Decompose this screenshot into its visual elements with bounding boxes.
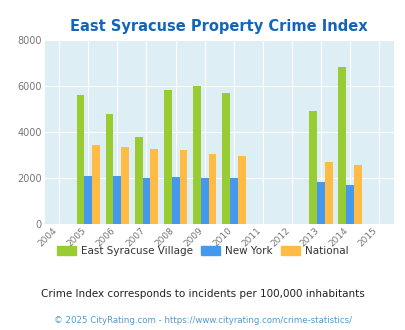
Legend: East Syracuse Village, New York, National: East Syracuse Village, New York, Nationa…: [53, 242, 352, 260]
Bar: [92, 145, 100, 224]
Bar: [222, 93, 229, 224]
Text: Crime Index corresponds to incidents per 100,000 inhabitants: Crime Index corresponds to incidents per…: [41, 289, 364, 299]
Bar: [237, 156, 245, 224]
Bar: [179, 150, 187, 224]
Text: © 2025 CityRating.com - https://www.cityrating.com/crime-statistics/: © 2025 CityRating.com - https://www.city…: [54, 316, 351, 325]
Bar: [134, 137, 142, 224]
Bar: [84, 176, 92, 224]
Bar: [142, 178, 150, 224]
Bar: [337, 67, 345, 224]
Bar: [324, 162, 332, 224]
Title: East Syracuse Property Crime Index: East Syracuse Property Crime Index: [70, 19, 367, 34]
Bar: [309, 111, 316, 224]
Bar: [200, 178, 208, 224]
Bar: [121, 147, 129, 224]
Bar: [76, 95, 84, 224]
Bar: [316, 182, 324, 224]
Bar: [171, 177, 179, 224]
Bar: [113, 176, 121, 224]
Bar: [208, 154, 216, 224]
Bar: [353, 166, 361, 224]
Bar: [229, 178, 237, 224]
Bar: [105, 114, 113, 224]
Bar: [345, 185, 353, 224]
Bar: [192, 86, 200, 224]
Bar: [150, 149, 158, 224]
Bar: [163, 90, 171, 224]
